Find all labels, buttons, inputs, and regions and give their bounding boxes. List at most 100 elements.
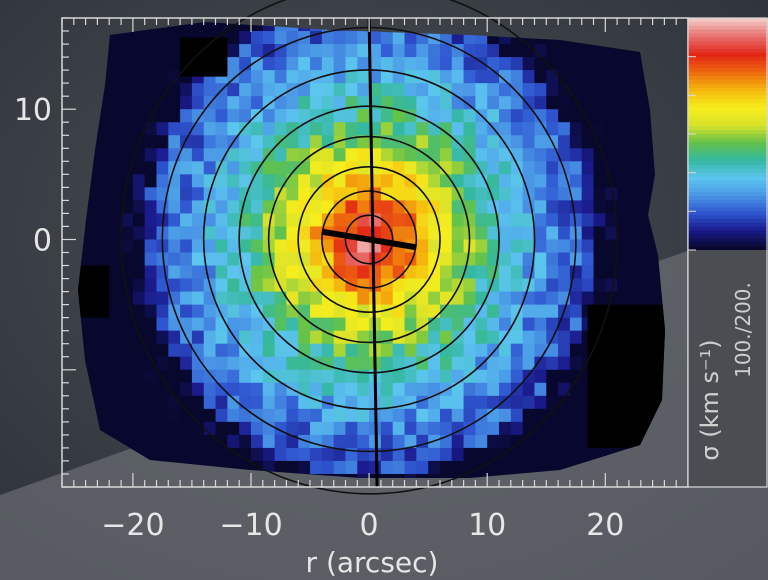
map-cell <box>109 356 122 371</box>
map-cell <box>215 122 228 136</box>
map-cell <box>85 252 99 267</box>
colorbar-swatch <box>688 215 768 220</box>
map-cell <box>534 434 547 449</box>
map-cell <box>168 330 181 345</box>
map-cell <box>439 343 453 358</box>
map-cell <box>121 57 134 71</box>
map-cell <box>475 70 488 84</box>
map-cell <box>227 317 240 332</box>
map-cell <box>262 421 276 436</box>
map-cell <box>416 135 429 149</box>
map-cell <box>321 57 335 71</box>
colorbar-label-panel <box>688 250 768 487</box>
map-cell <box>286 57 299 71</box>
map-cell <box>310 161 323 175</box>
map-cell <box>534 226 547 241</box>
map-cell <box>191 395 205 410</box>
map-cell <box>463 109 476 123</box>
map-cell <box>109 369 122 384</box>
map-cell <box>522 213 536 228</box>
map-cell <box>369 57 382 71</box>
map-cell <box>203 226 217 241</box>
map-cell <box>499 161 512 175</box>
map-cell <box>239 44 252 58</box>
map-cell <box>581 44 595 58</box>
map-cell <box>581 239 595 254</box>
map-cell <box>132 265 146 280</box>
map-cell <box>522 96 536 110</box>
map-cell <box>404 122 417 136</box>
map-cell <box>310 44 323 58</box>
map-cell <box>510 369 524 384</box>
isophote-contour <box>238 105 500 374</box>
colorbar-range-label: 100./200. <box>731 282 755 378</box>
map-cell <box>534 278 547 293</box>
map-cell <box>628 252 642 267</box>
map-cell <box>121 187 134 201</box>
map-cell <box>439 135 453 149</box>
map-cell <box>617 57 630 71</box>
map-cell <box>144 434 158 449</box>
map-cell <box>487 109 500 123</box>
map-cell <box>109 161 122 175</box>
map-cell <box>357 96 370 110</box>
map-cell <box>274 317 288 332</box>
map-cell <box>534 96 547 110</box>
map-cell <box>593 213 606 228</box>
map-cell <box>404 447 417 462</box>
map-cell <box>97 213 110 228</box>
map-cell <box>357 135 370 149</box>
map-cell <box>534 213 547 228</box>
map-cell <box>463 408 476 423</box>
map-cell <box>180 447 193 462</box>
map-cell <box>180 22 193 32</box>
map-cell <box>380 70 394 84</box>
map-cell <box>428 460 441 475</box>
colorbar-swatch <box>688 222 768 228</box>
map-cell <box>593 57 606 71</box>
map-cell <box>487 382 500 397</box>
map-cell <box>451 213 465 228</box>
map-cell <box>286 96 299 110</box>
map-cell <box>499 187 512 201</box>
map-cell <box>357 44 370 58</box>
map-cell <box>451 122 465 136</box>
map-cell <box>499 252 512 267</box>
map-cell <box>191 447 205 462</box>
map-cell <box>404 395 417 410</box>
colorbar-swatch <box>688 37 768 42</box>
map-cell <box>121 330 134 345</box>
map-cell <box>380 395 394 410</box>
map-cell <box>510 239 524 254</box>
map-cell <box>286 187 299 201</box>
map-cell <box>262 22 276 32</box>
map-cell <box>203 408 217 423</box>
map-cell <box>144 226 158 241</box>
map-cell <box>416 447 429 462</box>
colorbar-swatch <box>688 95 768 100</box>
map-cell <box>144 148 158 162</box>
map-cell <box>499 148 512 162</box>
map-cell <box>404 460 417 475</box>
map-cell <box>121 252 134 267</box>
map-cell <box>404 226 417 241</box>
map-cell <box>617 252 630 267</box>
map-cell <box>227 226 240 241</box>
map-cell <box>428 148 441 162</box>
map-cell <box>310 304 323 319</box>
map-cell <box>345 44 358 58</box>
map-cell <box>144 200 158 215</box>
map-cell <box>522 460 536 475</box>
map-cell <box>581 161 595 175</box>
map-cell <box>522 356 536 371</box>
map-cell <box>475 460 488 475</box>
map-cell <box>345 31 358 45</box>
map-cell <box>534 408 547 423</box>
map-cell <box>534 57 547 71</box>
map-cell <box>522 122 536 136</box>
map-cell <box>463 83 476 97</box>
map-cell <box>286 252 299 267</box>
map-cell <box>286 304 299 319</box>
map-cell <box>499 421 512 436</box>
